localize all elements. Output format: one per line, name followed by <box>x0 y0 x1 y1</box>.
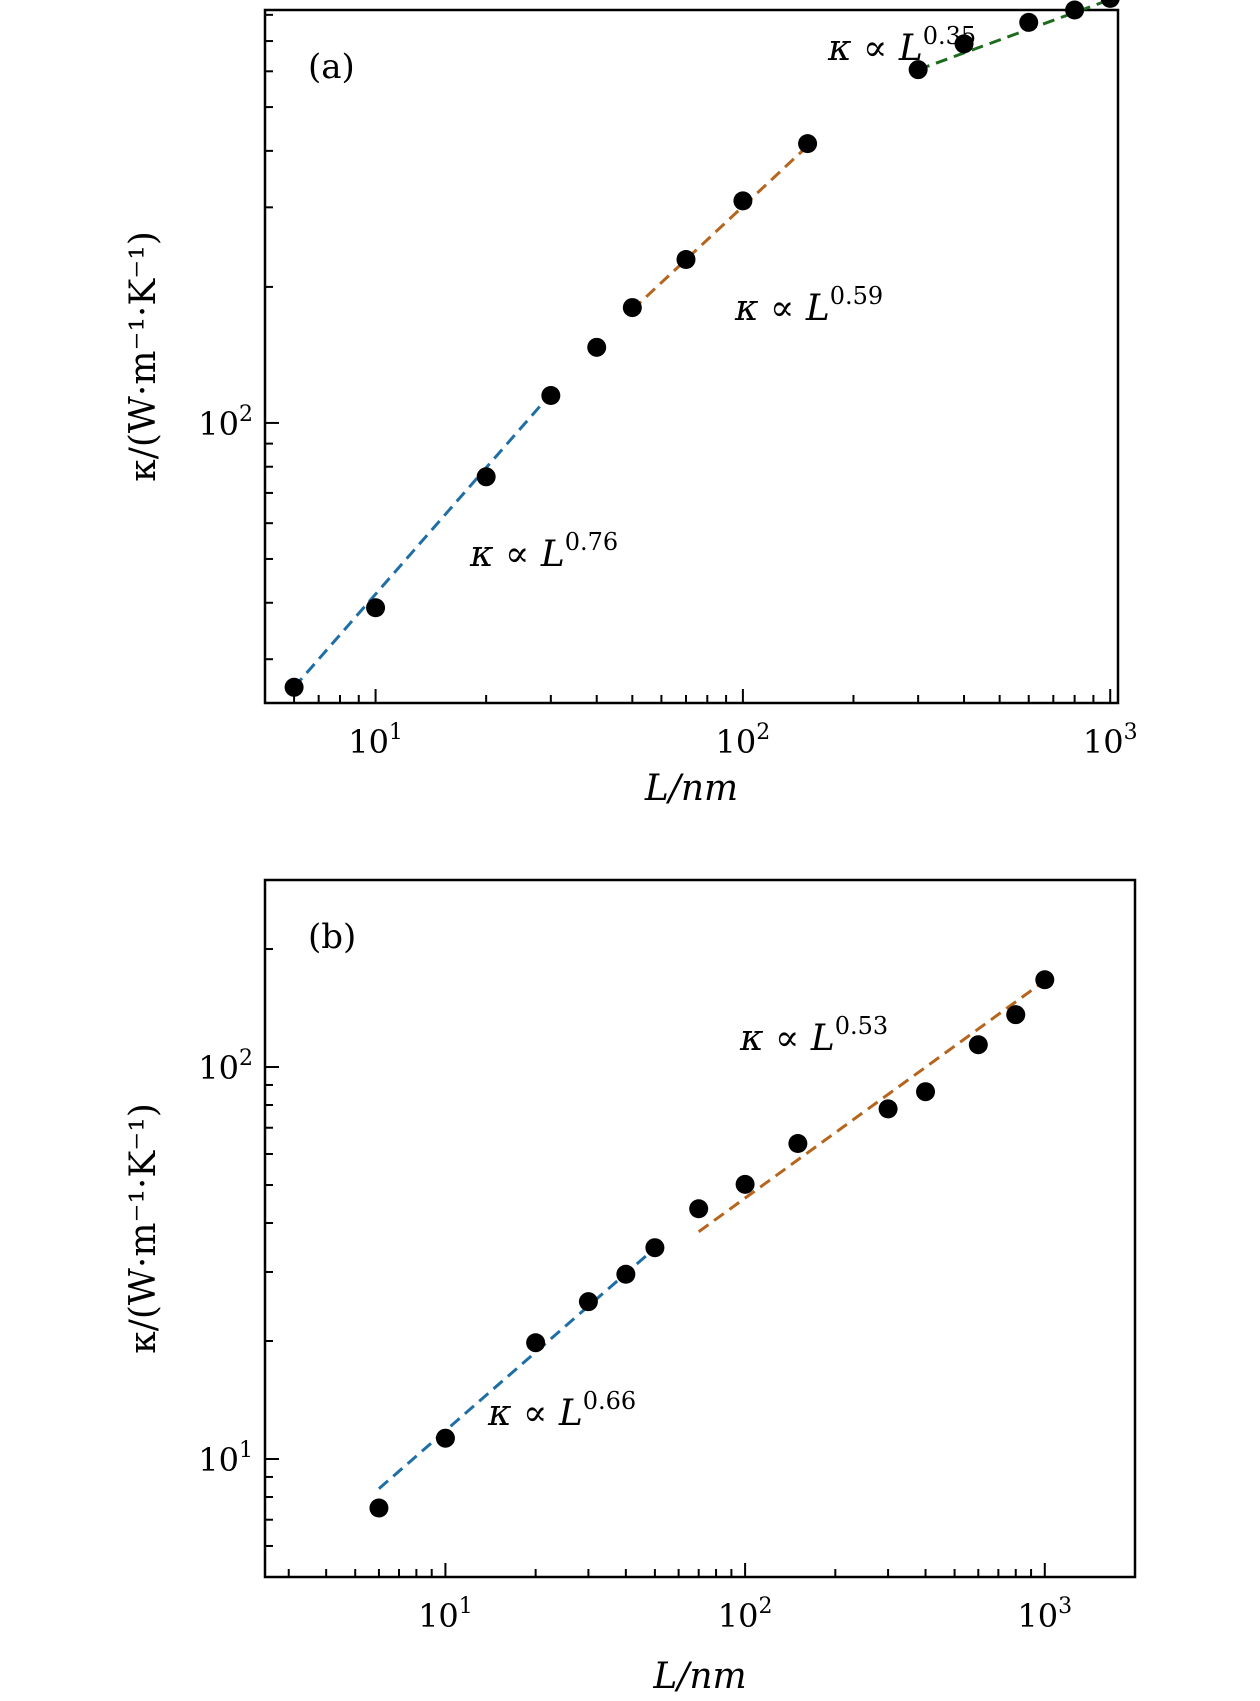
x-tick-label: 101 <box>418 1594 473 1635</box>
x-tick-label-exp: 1 <box>459 1594 473 1619</box>
data-point <box>645 1238 665 1258</box>
plot-frame <box>263 878 1137 1579</box>
data-point <box>284 677 304 697</box>
fit-line <box>292 392 552 689</box>
fit-annotation: κ ∝ L0.35 <box>827 22 976 69</box>
x-tick-label-exp: 3 <box>1058 1594 1072 1619</box>
data-point <box>878 1099 898 1119</box>
fit-annotation: κ ∝ L0.76 <box>469 528 618 575</box>
data-point <box>526 1333 546 1353</box>
y-tick-label: 102 <box>198 1046 253 1087</box>
y-tick-label-exp: 2 <box>239 1046 253 1071</box>
x-tick-label-base: 10 <box>1083 723 1124 761</box>
y-tick-label-exp: 2 <box>239 402 253 427</box>
data-point <box>916 1082 936 1102</box>
x-axis-label: L/nm <box>652 1656 746 1697</box>
data-point <box>968 1035 988 1055</box>
x-tick-label-base: 10 <box>718 1597 759 1635</box>
data-point <box>369 1498 389 1518</box>
fit-annotation-exponent: 0.59 <box>830 282 883 310</box>
fit-line <box>377 1247 656 1490</box>
y-tick-label: 102 <box>198 402 253 443</box>
fit-annotation-text: κ ∝ L <box>487 1393 583 1434</box>
fit-annotation: κ ∝ L0.66 <box>487 1387 636 1434</box>
y-tick-label-base: 10 <box>198 405 239 443</box>
panel-label: (a) <box>308 47 355 87</box>
x-tick-label-base: 10 <box>716 723 757 761</box>
data-point <box>733 191 753 211</box>
x-tick-label: 101 <box>348 720 403 761</box>
data-point <box>788 1134 808 1154</box>
fit-annotation-exponent: 0.53 <box>835 1012 888 1040</box>
data-point <box>954 34 974 54</box>
x-axis-label: L/nm <box>644 768 738 809</box>
x-tick-label-exp: 2 <box>758 1594 772 1619</box>
x-tick-label: 103 <box>1017 1594 1072 1635</box>
data-point <box>476 467 496 487</box>
fit-line <box>697 979 1046 1233</box>
y-tick-label: 101 <box>198 1438 253 1479</box>
y-tick-label-base: 10 <box>198 1441 239 1479</box>
data-point <box>1019 12 1039 32</box>
y-axis-label: κ/(W·m⁻¹·K⁻¹) <box>123 231 164 482</box>
x-tick-label: 102 <box>718 1594 773 1635</box>
fit-line <box>917 0 1111 72</box>
data-point <box>1006 1005 1026 1025</box>
data-point <box>622 298 642 318</box>
x-tick-label-base: 10 <box>1017 1597 1058 1635</box>
data-point <box>578 1292 598 1312</box>
y-tick-label-exp: 1 <box>239 1438 253 1463</box>
fit-annotation-text: κ ∝ L <box>739 1018 835 1059</box>
x-tick-label-exp: 2 <box>756 720 770 745</box>
plot-frame <box>263 8 1120 705</box>
fit-annotation-text: κ ∝ L <box>827 28 923 69</box>
data-point <box>366 598 386 618</box>
x-tick-label-exp: 1 <box>389 720 403 745</box>
data-point <box>587 337 607 357</box>
x-tick-label-base: 10 <box>418 1597 459 1635</box>
y-tick-label-base: 10 <box>198 1049 239 1087</box>
data-point <box>1100 0 1120 8</box>
fit-line <box>631 144 809 311</box>
data-point <box>735 1174 755 1194</box>
fit-annotation: κ ∝ L0.53 <box>739 1012 888 1059</box>
data-point <box>1065 0 1085 20</box>
fit-annotation-text: κ ∝ L <box>469 534 565 575</box>
data-point <box>689 1199 709 1219</box>
panel-label: (b) <box>308 917 356 957</box>
x-tick-label: 102 <box>716 720 771 761</box>
fit-annotation-text: κ ∝ L <box>734 288 830 329</box>
data-point <box>1035 970 1055 990</box>
data-point <box>676 249 696 269</box>
data-point <box>908 60 928 80</box>
y-axis-label: κ/(W·m⁻¹·K⁻¹) <box>123 1103 164 1354</box>
data-point <box>435 1428 455 1448</box>
x-tick-label-exp: 3 <box>1124 720 1138 745</box>
fit-annotation: κ ∝ L0.59 <box>734 282 883 329</box>
x-tick-label: 103 <box>1083 720 1138 761</box>
data-point <box>541 386 561 406</box>
data-point <box>616 1264 636 1284</box>
fit-annotation-exponent: 0.76 <box>565 528 618 556</box>
fit-annotation-exponent: 0.66 <box>583 1387 636 1415</box>
x-tick-label-base: 10 <box>348 723 389 761</box>
data-point <box>798 134 818 154</box>
